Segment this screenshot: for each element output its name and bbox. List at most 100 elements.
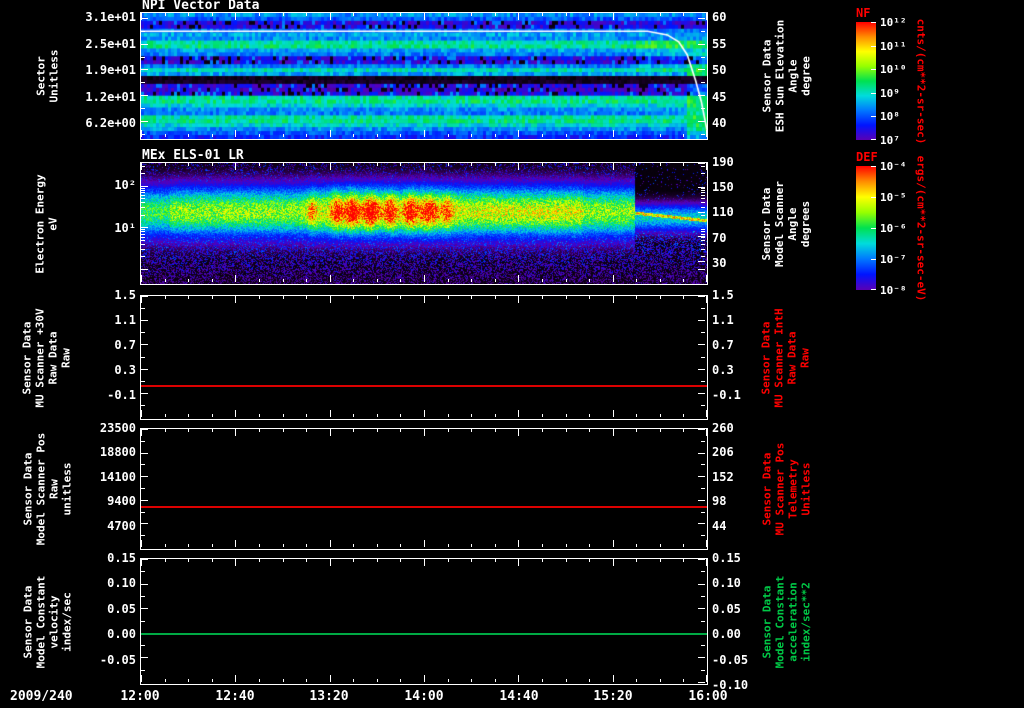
tick-mark — [212, 429, 213, 432]
colorbar-tick-label: 10⁹ — [880, 87, 900, 100]
tick-mark — [542, 414, 543, 417]
colorbar-units-label: cnts/(cm**2-sr-sec) — [908, 16, 934, 146]
y-tick-label: 0.3 — [114, 363, 136, 377]
tick-mark — [518, 559, 519, 566]
tick-mark — [701, 405, 705, 406]
tick-mark — [259, 679, 260, 682]
tick-mark — [400, 414, 401, 417]
tick-mark — [165, 429, 166, 432]
tick-mark — [141, 523, 148, 524]
tick-mark — [141, 571, 145, 572]
tick-mark — [698, 476, 705, 477]
tick-mark — [141, 476, 148, 477]
right-y-tick-label: -0.10 — [712, 678, 749, 692]
right-y-tick-label: 70 — [712, 231, 727, 245]
tick-mark — [141, 256, 145, 257]
right-y-tick-label: 60 — [712, 10, 727, 24]
tick-mark — [706, 559, 707, 566]
tick-mark — [141, 405, 145, 406]
right-y-tick-label: -0.1 — [712, 388, 741, 402]
tick-mark — [141, 296, 148, 297]
tick-mark — [141, 621, 145, 622]
tick-mark — [683, 279, 684, 282]
axis-label-line: MU Scanner IntH — [773, 307, 786, 408]
colorbar-tick-label: 10¹⁰ — [880, 63, 907, 76]
tick-mark — [306, 679, 307, 682]
tick-mark — [706, 13, 707, 20]
tick-mark — [701, 512, 705, 513]
tick-mark — [566, 134, 567, 137]
tick-mark — [141, 95, 148, 96]
tick-mark — [698, 369, 705, 370]
tick-mark — [235, 296, 236, 303]
tick-mark — [636, 679, 637, 682]
y-tick-label: 9400 — [107, 494, 136, 508]
tick-mark — [495, 429, 496, 432]
tick-mark — [471, 163, 472, 166]
colorbar-tick-label: 10⁻⁸ — [880, 284, 907, 297]
tick-mark — [212, 163, 213, 166]
right-y-tick-label: 206 — [712, 445, 734, 459]
y-tick-label: 0.15 — [107, 551, 136, 565]
colorbar-tick-mark — [871, 259, 876, 260]
tick-mark — [141, 134, 145, 135]
tick-mark — [141, 344, 148, 345]
tick-mark — [283, 679, 284, 682]
tick-mark — [141, 488, 145, 489]
tick-mark — [400, 296, 401, 299]
tick-mark — [330, 130, 331, 137]
tick-mark — [353, 134, 354, 137]
tick-mark — [566, 296, 567, 299]
tick-mark — [400, 679, 401, 682]
tick-mark — [701, 571, 705, 572]
tick-mark — [701, 249, 705, 250]
tick-mark — [701, 621, 705, 622]
tick-mark — [141, 229, 145, 230]
axis-label-line: degrees — [799, 200, 812, 247]
tick-mark — [259, 279, 260, 282]
tick-mark — [701, 202, 705, 203]
colorbar-tick-mark — [871, 289, 876, 290]
tick-mark — [141, 13, 142, 20]
tick-mark — [424, 296, 425, 303]
tick-mark — [660, 429, 661, 432]
right-axis-label-text: Sensor Data Model Scanner Angle degrees — [760, 180, 812, 266]
tick-mark — [141, 675, 142, 682]
tick-mark — [701, 535, 705, 536]
axis-label-line: Sensor Data — [21, 585, 34, 658]
tick-mark — [613, 296, 614, 303]
x-tick-label: 12:40 — [215, 689, 255, 704]
tick-mark — [589, 296, 590, 299]
y-tick-label: 2.5e+01 — [85, 37, 136, 51]
y-tick-label: -0.1 — [107, 388, 136, 402]
tick-mark — [636, 544, 637, 547]
tick-mark — [141, 584, 148, 585]
tick-mark — [306, 559, 307, 562]
tick-mark — [660, 544, 661, 547]
axis-label-line: Angle — [786, 206, 799, 241]
tick-mark — [141, 18, 148, 19]
tick-mark — [698, 608, 705, 609]
tick-mark — [471, 13, 472, 16]
right-y-tick-label: 50 — [712, 63, 727, 77]
tick-mark — [141, 198, 145, 199]
tick-mark — [283, 414, 284, 417]
tick-mark — [330, 296, 331, 303]
tick-mark — [518, 429, 519, 436]
tick-mark — [471, 279, 472, 282]
axis-label-line: cnts/(cm**2-sr-sec) — [914, 18, 928, 144]
tick-mark — [589, 163, 590, 166]
tick-mark — [141, 44, 148, 45]
tick-mark — [377, 296, 378, 299]
tick-mark — [259, 559, 260, 562]
tick-mark — [698, 269, 705, 270]
tick-mark — [566, 544, 567, 547]
right-axis-label-text: Sensor Data ESH Sun Elevation Angle degree — [760, 20, 812, 133]
tick-mark — [165, 13, 166, 16]
tick-mark — [424, 559, 425, 566]
tick-mark — [589, 559, 590, 562]
tick-mark — [495, 163, 496, 166]
tick-mark — [283, 296, 284, 299]
axis-label-line: Model Constant — [773, 575, 786, 668]
